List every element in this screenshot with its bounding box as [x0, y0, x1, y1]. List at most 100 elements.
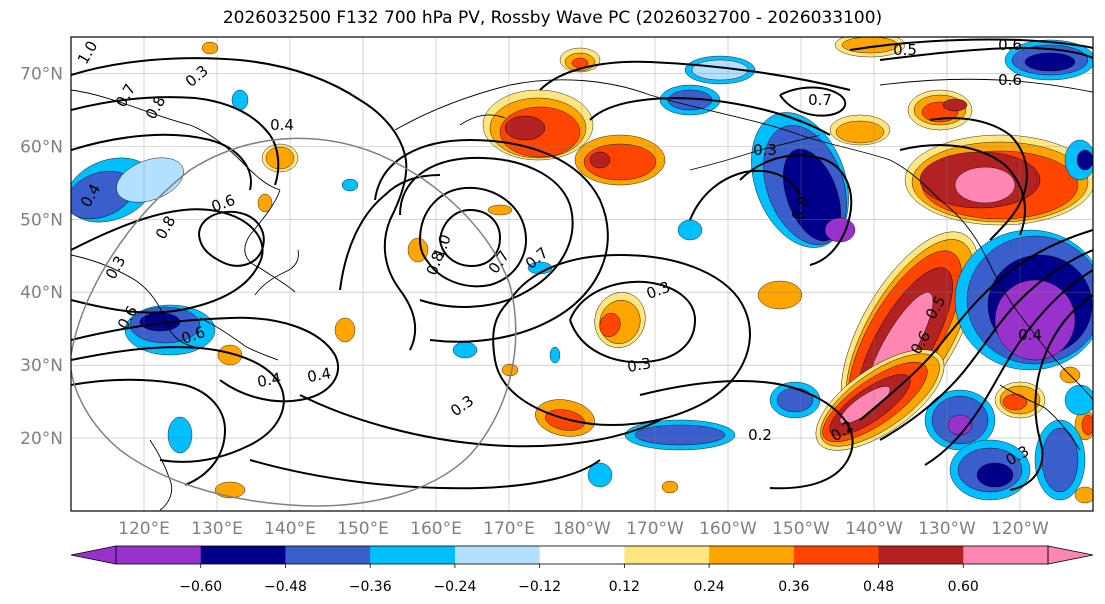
pv-anomaly-region: [487, 204, 513, 216]
contour-label: 1.0: [74, 38, 102, 68]
lat-label: 50°N: [20, 210, 63, 230]
pv-anomaly-region: [1081, 414, 1093, 436]
pv-anomaly-region: [201, 41, 219, 55]
colorbar-swatch: [963, 546, 1049, 564]
pv-anomaly-region: [976, 462, 1014, 488]
colorbar-swatch: [709, 546, 795, 564]
pv-anomaly-region: [783, 148, 841, 242]
longitude-labels: 120°E 130°E 140°E 150°E 160°E 170°E 180°W 170°W…: [118, 519, 1049, 539]
lat-lon-gridlines: [71, 37, 1093, 511]
lon-label: 170°E: [483, 519, 535, 539]
lat-label: 60°N: [20, 137, 63, 157]
contour-label: 0.3: [182, 62, 212, 91]
colorbar-swatch: [200, 546, 286, 564]
latitude-labels: 70°N 60°N 50°N 40°N 30°N 20°N: [20, 64, 63, 449]
lat-label: 30°N: [20, 356, 63, 376]
colorbar-tick-label: 0.24: [694, 579, 725, 595]
contour-label: 0.8: [152, 213, 180, 243]
contour-label: 0.3: [753, 141, 777, 159]
colorbar-tick-label: −0.60: [179, 579, 222, 595]
pv-anomaly-region: [677, 219, 703, 241]
pv-anomaly-region: [1064, 384, 1093, 416]
pv-anomaly-region: [167, 416, 193, 454]
pv-anomaly-region: [1076, 149, 1093, 171]
contour-label: 0.5: [893, 41, 917, 59]
contour-label: 0.4: [306, 364, 333, 386]
colorbar-tick-label: 0.48: [863, 579, 894, 595]
lon-label: 140°E: [264, 519, 316, 539]
reference-circle: [71, 137, 517, 507]
colorbar-swatch: [454, 546, 541, 564]
colorbar-swatch: [116, 546, 202, 564]
colorbar-swatch: [539, 546, 625, 564]
lon-label: 160°E: [410, 519, 462, 539]
pv-anomaly-region: [1041, 427, 1079, 493]
contour-label: 0.2: [748, 426, 772, 444]
pv-anomaly-region: [587, 462, 613, 488]
pv-anomaly-region: [599, 313, 621, 337]
pv-anomaly-region: [1074, 486, 1093, 504]
colorbar-swatch: [793, 546, 880, 564]
pv-anomaly-region: [835, 120, 885, 144]
colorbar-tick-label: −0.36: [349, 579, 392, 595]
pv-anomaly-region: [661, 480, 679, 494]
rossby-wave-pc-shading: [71, 37, 1093, 504]
colorbar-min-extend: [70, 545, 117, 565]
pv-anomaly-region: [757, 280, 803, 310]
colorbar-tick-label: 0.12: [609, 579, 640, 595]
lon-label: 130°E: [191, 519, 243, 539]
lon-label: 150°W: [772, 519, 830, 539]
lat-label: 20°N: [20, 429, 63, 449]
contour-label: 0.3: [626, 354, 653, 376]
pv-anomaly-region: [1002, 393, 1028, 411]
pv-anomaly-region: [1024, 52, 1076, 72]
colorbar-tick-label: 0.60: [948, 579, 979, 595]
lon-label: 130°W: [918, 519, 976, 539]
pv-anomaly-region: [504, 115, 546, 141]
contour-label: 0.3: [102, 253, 130, 283]
colorbar-swatch: [370, 546, 456, 564]
colorbar-swatch: [285, 546, 371, 564]
pv-anomaly-region: [341, 178, 359, 192]
pv-anomaly-region: [214, 481, 246, 499]
pv-anomaly-region: [549, 346, 561, 364]
lon-label: 170°W: [626, 519, 684, 539]
pv-anomaly-region: [257, 193, 273, 213]
contour-label: 0.3: [447, 392, 477, 420]
coastlines: [71, 78, 1093, 511]
colorbar-tick-label: −0.12: [518, 579, 561, 595]
pv-anomaly-region: [265, 146, 295, 170]
contour-label: 0.6: [998, 71, 1022, 89]
contour-label: 0.4: [256, 369, 283, 391]
contour-label: 0.7: [112, 81, 140, 111]
pv-anomaly-region: [452, 341, 478, 359]
pv-anomaly-region: [634, 424, 726, 446]
lon-label: 140°W: [845, 519, 903, 539]
contour-label: 0.4: [1018, 326, 1042, 344]
map-frame: [70, 36, 1094, 512]
map-title: 2026032500 F132 700 hPa PV, Rossby Wave …: [222, 8, 883, 28]
pv-anomaly-region: [824, 217, 856, 243]
pv-anomaly-region: [501, 363, 519, 377]
colorbar-tick-label: −0.48: [264, 579, 307, 595]
colorbar-max-extend: [1047, 545, 1094, 565]
colorbar-swatch: [878, 546, 964, 564]
lon-label: 160°W: [699, 519, 757, 539]
colorbar-tick-labels: −0.60 −0.48 −0.36 −0.24 −0.12 0.12 0.24 0.36 0.4…: [179, 564, 979, 595]
lon-label: 150°E: [337, 519, 389, 539]
contour-label: 0.4: [270, 116, 294, 134]
pv-anomaly-region: [589, 151, 611, 169]
contour-label: 0.7: [808, 91, 832, 109]
lon-label: 120°E: [118, 519, 170, 539]
colorbar-tick-label: 0.36: [778, 579, 809, 595]
colorbar-tick-label: −0.24: [433, 579, 476, 595]
pv-anomaly-region: [954, 166, 1016, 204]
pv-contours: [71, 38, 1093, 491]
lon-label: 180°W: [553, 519, 611, 539]
pv-anomaly-region: [776, 387, 814, 413]
lon-label: 120°W: [991, 519, 1049, 539]
lat-label: 40°N: [20, 283, 63, 303]
colorbar: [70, 545, 1094, 565]
lat-label: 70°N: [20, 64, 63, 84]
